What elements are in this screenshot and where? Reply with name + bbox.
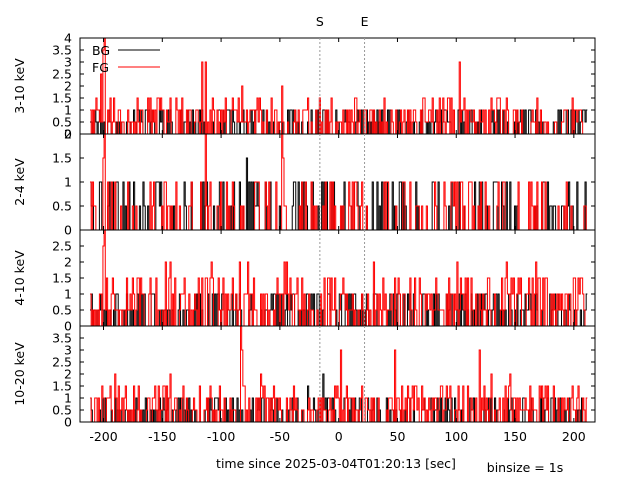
y-tick-label: 2.5 <box>52 239 72 254</box>
y-axis-label: 3-10 keV <box>12 58 27 114</box>
x-tick-label: 0 <box>335 429 343 444</box>
y-tick-label: 1 <box>64 103 72 118</box>
y-tick-label: 2 <box>64 255 72 270</box>
x-tick-label: -150 <box>148 429 176 444</box>
legend: BG FG <box>92 43 160 75</box>
x-axis-label: time since 2025-03-04T01:20:13 [sec] <box>216 456 456 471</box>
x-tick-label: -50 <box>270 429 290 444</box>
y-tick-label: 0 <box>64 415 72 430</box>
y-axis-label: 2-4 keV <box>12 158 27 206</box>
x-tick-label: 150 <box>503 429 527 444</box>
y-tick-label: 1.5 <box>52 151 72 166</box>
x-tick-label: 200 <box>562 429 586 444</box>
legend-label-fg: FG <box>92 60 109 75</box>
y-tick-label: 0.5 <box>52 403 72 418</box>
marker-label-s: S <box>316 14 324 29</box>
binsize-note: binsize = 1s <box>487 460 563 475</box>
legend-label-bg: BG <box>92 43 110 58</box>
y-tick-label: 1 <box>64 287 72 302</box>
y-tick-label: 1.5 <box>52 271 72 286</box>
series-fg-panel-2 <box>89 134 588 230</box>
marker-label-e: E <box>361 14 369 29</box>
y-tick-label: 0.5 <box>52 303 72 318</box>
series-fg-panel-4 <box>89 326 588 422</box>
series-bg-panel-3 <box>89 293 588 326</box>
y-tick-label: 2 <box>64 79 72 94</box>
y-tick-label: 2.5 <box>52 67 72 82</box>
y-tick-label: 0.5 <box>52 115 72 130</box>
series-fg-panel-1 <box>89 38 588 134</box>
y-tick-label: 2 <box>64 367 72 382</box>
y-tick-label: 2 <box>64 127 72 142</box>
y-tick-label: 3 <box>64 343 72 358</box>
y-axis-label: 10-20 keV <box>12 342 27 406</box>
y-tick-label: 0 <box>64 223 72 238</box>
x-tick-label: -200 <box>89 429 117 444</box>
y-tick-label: 3.5 <box>52 331 72 346</box>
y-tick-label: 3.5 <box>52 43 72 58</box>
panel-1: 00.511.522.533.543-10 keV <box>12 31 596 142</box>
series-bg-panel-2 <box>89 157 588 230</box>
y-tick-label: 1.5 <box>52 91 72 106</box>
y-tick-label: 1 <box>64 391 72 406</box>
y-tick-label: 0.5 <box>52 199 72 214</box>
x-tick-label: 100 <box>444 429 468 444</box>
panel-4: 00.511.522.533.5-200 -150 -100 -50 0 50 100 150… <box>12 325 596 444</box>
y-tick-label: 0 <box>64 127 72 142</box>
x-tick-label: -100 <box>207 429 235 444</box>
y-tick-label: 1 <box>64 175 72 190</box>
y-axis-label: 4-10 keV <box>12 250 27 306</box>
y-tick-label: 2.5 <box>52 355 72 370</box>
series-fg-panel-3 <box>89 230 588 326</box>
panel-2: 0 0.5 1 1.5 2 2-4 keV <box>12 127 596 238</box>
y-tick-label: 3 <box>64 55 72 70</box>
y-tick-label: 4 <box>64 31 72 46</box>
y-tick-label: 1.5 <box>52 379 72 394</box>
x-tick-label: 50 <box>390 429 406 444</box>
panel-3: 00.511.522.5 4-10 keV <box>12 229 596 334</box>
y-tick-label: 0 <box>64 319 72 334</box>
